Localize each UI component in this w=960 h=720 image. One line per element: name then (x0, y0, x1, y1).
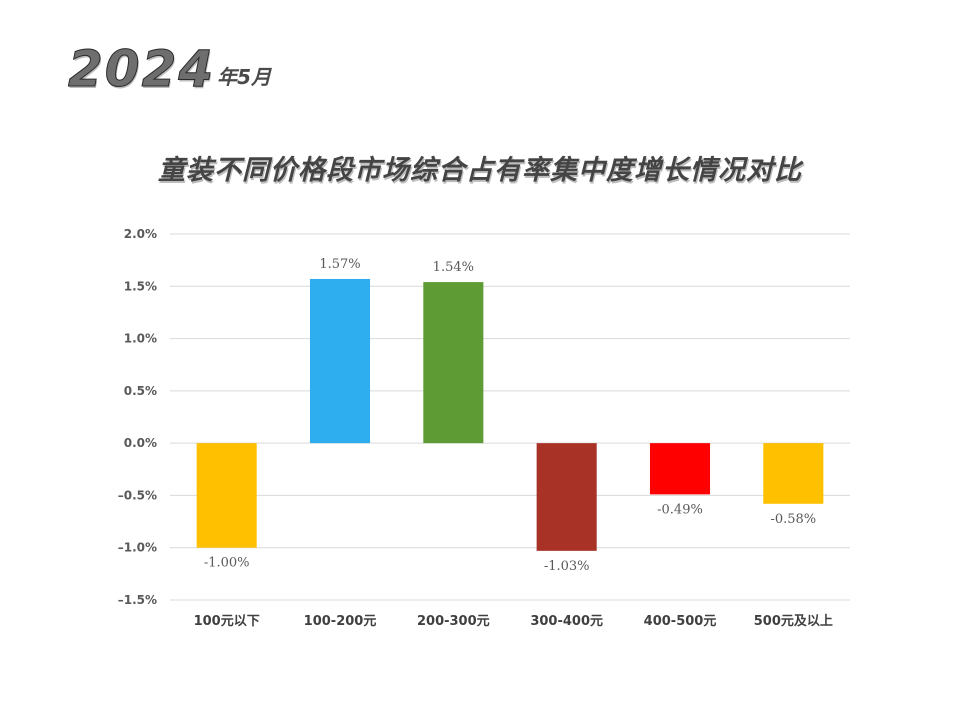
chart-title: 童装不同价格段市场综合占有率集中度增长情况对比 (158, 155, 802, 186)
bar (763, 443, 824, 504)
category-label: 100元以下 (194, 614, 260, 629)
y-tick-label: 0.5% (124, 384, 157, 398)
category-label: 300-400元 (530, 614, 603, 629)
y-tick-label: 1.0% (124, 332, 157, 346)
data-label: 1.54% (433, 260, 474, 275)
bar (536, 443, 597, 551)
report-month: 年5月 (217, 65, 272, 89)
y-tick-label: –0.5% (118, 488, 157, 502)
y-tick-label: –1.5% (118, 593, 157, 607)
category-label: 500元及以上 (754, 614, 833, 629)
y-tick-label: 1.5% (124, 279, 157, 293)
category-label: 400-500元 (644, 614, 717, 629)
bar (649, 443, 711, 495)
y-tick-label: 0.0% (124, 436, 157, 450)
data-label: -0.58% (770, 512, 816, 527)
report-year: 2024 (67, 40, 216, 98)
data-label: 1.57% (319, 257, 360, 272)
bar (196, 443, 257, 548)
category-label: 200-300元 (417, 614, 490, 629)
category-label: 100-200元 (304, 614, 377, 629)
report-date: 2024 年5月 (67, 40, 272, 98)
data-label: -1.00% (204, 556, 250, 571)
bar (423, 282, 484, 444)
data-label: -1.03% (544, 559, 590, 574)
bar (309, 278, 371, 444)
y-tick-label: 2.0% (124, 227, 157, 241)
data-label: -0.49% (657, 502, 703, 517)
y-tick-label: –1.0% (118, 541, 157, 555)
